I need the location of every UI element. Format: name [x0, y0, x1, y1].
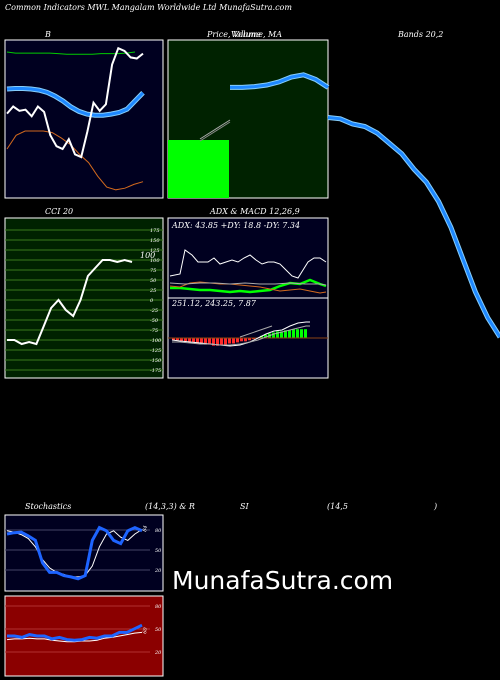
stoch-panel — [4, 514, 164, 592]
price-panel — [167, 39, 329, 199]
stoch-k-line — [6, 525, 143, 581]
macd-hist-bar — [188, 338, 191, 343]
macd-hist-bar — [236, 338, 239, 343]
bb-middle-line — [6, 87, 145, 117]
bollinger-label-right: Bands 20,2 — [398, 30, 444, 39]
macd-values: 251.12, 243.25, 7.87 — [171, 299, 257, 308]
macd-hist-bar — [180, 338, 183, 342]
price-ma-right-line — [327, 116, 500, 338]
volume-ma-line — [199, 119, 231, 140]
macd-hist-bar — [288, 330, 291, 338]
cci-tick-label: 125 — [150, 248, 160, 254]
rsi-tick-label: 80 — [155, 604, 162, 610]
macd-hist-bar — [228, 338, 231, 344]
volume-bar — [168, 140, 229, 198]
stoch-tick-label: 20 — [154, 568, 162, 574]
macd-hist-bar — [172, 338, 175, 341]
macd-hist-bar — [208, 338, 211, 345]
macd-hist-bar — [196, 338, 199, 344]
adx-macd-label: ADX & MACD 12,26,9 — [210, 207, 300, 216]
macd-hist-bar — [304, 329, 307, 338]
bollinger-label-left: B — [45, 30, 51, 39]
adx-line — [169, 249, 327, 279]
cci-tick-label: -50 — [150, 318, 159, 324]
stoch-tick-label: 50 — [155, 548, 162, 554]
cci-tick-label: 25 — [149, 288, 156, 294]
macd-hist-bar — [176, 338, 179, 341]
volume-overlay-label: Volume — [231, 30, 261, 39]
price-ma-right-line-glow — [327, 115, 500, 339]
macd-hist-bar — [216, 338, 219, 346]
cci-tick-label: -175 — [150, 368, 161, 374]
cci-tick-label: 100 — [150, 258, 160, 264]
cci-tick-label: -125 — [150, 348, 161, 354]
plus-di-line — [170, 278, 327, 294]
stoch-params-label: (14,3,3) & R — [145, 502, 195, 511]
rsi-label: SI — [240, 502, 249, 511]
rsi-tick-label: 20 — [154, 650, 162, 656]
macd-hist-bar — [224, 338, 227, 345]
macd-hist-bar — [240, 338, 243, 342]
cci-tick-label: 50 — [150, 278, 157, 284]
rsi-last-label: 60 — [142, 626, 149, 634]
page-title: Common Indicators MWL Mangalam Worldwide… — [5, 3, 292, 12]
macd-hist-bar — [244, 338, 247, 342]
adx-values: ADX: 43.85 +DY: 18.8 -DY: 7.34 — [171, 221, 300, 230]
macd-hist-bar — [300, 329, 303, 338]
cci-tick-label: -75 — [150, 328, 158, 334]
macd-hist-bar — [252, 338, 255, 340]
cci-last-label: 100 — [140, 251, 155, 260]
rsi-close-label: ) — [434, 502, 438, 511]
macd-hist-bar — [232, 338, 235, 344]
macd-hist-bar — [296, 329, 299, 338]
macd-hist-bar — [192, 338, 195, 343]
bb-upper-line — [6, 51, 136, 55]
macd-signal-line — [172, 325, 310, 346]
price-volume-label: Price, Volume, MA — [207, 30, 283, 39]
macd-hist-bar — [184, 338, 187, 342]
cci-line — [7, 258, 133, 346]
macd-hist-bar — [280, 331, 283, 338]
rsi-line — [7, 623, 143, 642]
cci-label: CCI 20 — [45, 207, 74, 216]
cci-tick-label: -25 — [150, 308, 158, 314]
bb-close-line — [6, 46, 144, 159]
watermark: MunafaSutra.com — [172, 566, 394, 595]
macd-hist-bar — [264, 334, 267, 338]
macd-hist-bar — [292, 329, 295, 338]
rsi-tick-label: 50 — [155, 627, 162, 633]
macd-hist-bar — [200, 338, 203, 344]
cci-tick-label: 150 — [150, 238, 160, 244]
stoch-tick-label: 80 — [155, 528, 162, 534]
bollinger-panel — [4, 39, 164, 199]
cci-tick-label: -150 — [150, 358, 162, 364]
macd-hist-bar — [260, 335, 263, 338]
adx-gray-line — [169, 282, 327, 286]
macd-hist-bar — [220, 338, 223, 345]
cci-panel — [4, 217, 164, 379]
macd-hist-bar — [248, 338, 251, 341]
volume-ma-line-2 — [199, 121, 231, 142]
stoch-last-label: 84 — [142, 525, 149, 532]
cci-tick-label: 0 — [150, 298, 154, 304]
macd-hist-bar — [272, 332, 275, 338]
macd-hist-bar — [212, 338, 215, 346]
macd-hist-bar — [284, 330, 287, 338]
rsi-params-label: (14,5 — [327, 502, 348, 511]
cci-tick-label: 175 — [150, 228, 160, 234]
stoch-label: Stochastics — [25, 502, 72, 511]
macd-hist-bar — [204, 338, 207, 345]
price-ma-line — [230, 73, 329, 89]
macd-accent-line — [239, 325, 273, 338]
cci-tick-label: 75 — [150, 268, 156, 274]
macd-hist-bar — [276, 331, 279, 338]
cci-tick-label: -100 — [150, 338, 162, 344]
bb-lower-line — [6, 130, 144, 191]
minus-di-line — [169, 281, 327, 294]
